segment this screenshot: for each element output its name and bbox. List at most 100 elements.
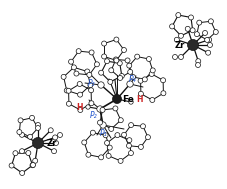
Circle shape (88, 88, 93, 93)
Circle shape (142, 77, 147, 82)
Circle shape (126, 63, 131, 68)
Circle shape (17, 129, 22, 135)
Text: H: H (76, 104, 83, 112)
Circle shape (205, 50, 210, 55)
Circle shape (77, 81, 82, 87)
Text: P₂: P₂ (90, 111, 97, 119)
Circle shape (86, 72, 91, 77)
Circle shape (76, 49, 81, 54)
Circle shape (128, 100, 133, 104)
Circle shape (160, 91, 165, 96)
Circle shape (148, 71, 153, 77)
Circle shape (103, 133, 108, 138)
Circle shape (160, 78, 165, 83)
Text: Fe: Fe (121, 95, 133, 105)
Circle shape (178, 33, 183, 38)
Circle shape (118, 158, 123, 163)
Circle shape (96, 106, 103, 112)
Circle shape (51, 149, 56, 154)
Circle shape (128, 151, 133, 156)
Circle shape (112, 94, 121, 104)
Circle shape (126, 143, 131, 148)
Text: H: H (136, 95, 143, 105)
Circle shape (178, 54, 183, 60)
Circle shape (127, 69, 132, 74)
Circle shape (188, 15, 193, 20)
Circle shape (126, 138, 131, 143)
Circle shape (114, 58, 118, 63)
Circle shape (184, 26, 189, 31)
Circle shape (138, 144, 143, 149)
Circle shape (146, 57, 151, 61)
Circle shape (68, 59, 73, 64)
Circle shape (98, 155, 103, 160)
Circle shape (89, 50, 94, 55)
Circle shape (172, 54, 177, 60)
Circle shape (138, 78, 143, 83)
Circle shape (207, 43, 212, 47)
Circle shape (77, 92, 82, 97)
Circle shape (99, 122, 106, 128)
Circle shape (121, 47, 126, 53)
Circle shape (126, 81, 133, 87)
Circle shape (27, 134, 32, 139)
Circle shape (101, 54, 106, 59)
Circle shape (130, 74, 135, 80)
Circle shape (97, 82, 104, 88)
Circle shape (112, 106, 117, 111)
Circle shape (87, 83, 92, 88)
Circle shape (81, 140, 86, 145)
Circle shape (114, 37, 118, 42)
Circle shape (119, 74, 124, 78)
Circle shape (18, 118, 23, 123)
Circle shape (138, 91, 143, 96)
Circle shape (140, 124, 145, 129)
Circle shape (19, 132, 24, 137)
Circle shape (121, 132, 126, 137)
Circle shape (30, 163, 35, 168)
Circle shape (117, 75, 122, 81)
Circle shape (206, 37, 211, 42)
Text: Zr: Zr (174, 42, 184, 50)
Circle shape (145, 135, 150, 140)
Circle shape (117, 61, 122, 66)
Circle shape (196, 20, 201, 25)
Circle shape (9, 163, 14, 168)
Circle shape (98, 70, 103, 75)
Circle shape (107, 79, 112, 84)
Circle shape (64, 88, 69, 93)
Text: P₁: P₁ (100, 129, 107, 138)
Circle shape (29, 115, 34, 120)
Text: P₄: P₄ (129, 74, 136, 84)
Circle shape (106, 153, 111, 158)
Circle shape (57, 132, 62, 138)
Circle shape (74, 71, 79, 76)
Circle shape (30, 163, 35, 167)
Circle shape (35, 122, 40, 128)
Circle shape (108, 68, 113, 73)
Circle shape (84, 69, 89, 74)
Circle shape (94, 62, 99, 67)
Circle shape (195, 63, 200, 67)
Circle shape (101, 41, 106, 46)
Circle shape (207, 19, 212, 24)
Circle shape (118, 118, 123, 123)
Circle shape (52, 135, 57, 140)
Circle shape (61, 74, 66, 79)
Circle shape (204, 37, 209, 43)
Circle shape (134, 54, 139, 59)
Circle shape (13, 151, 18, 156)
Circle shape (113, 57, 118, 62)
Circle shape (77, 108, 82, 112)
Circle shape (169, 24, 174, 29)
Circle shape (195, 59, 200, 64)
Circle shape (114, 133, 119, 138)
Circle shape (66, 88, 71, 93)
Circle shape (86, 152, 91, 157)
Circle shape (175, 12, 180, 18)
Circle shape (97, 120, 102, 125)
Circle shape (32, 138, 43, 149)
Circle shape (32, 158, 37, 163)
Circle shape (189, 28, 194, 33)
Circle shape (108, 126, 113, 131)
